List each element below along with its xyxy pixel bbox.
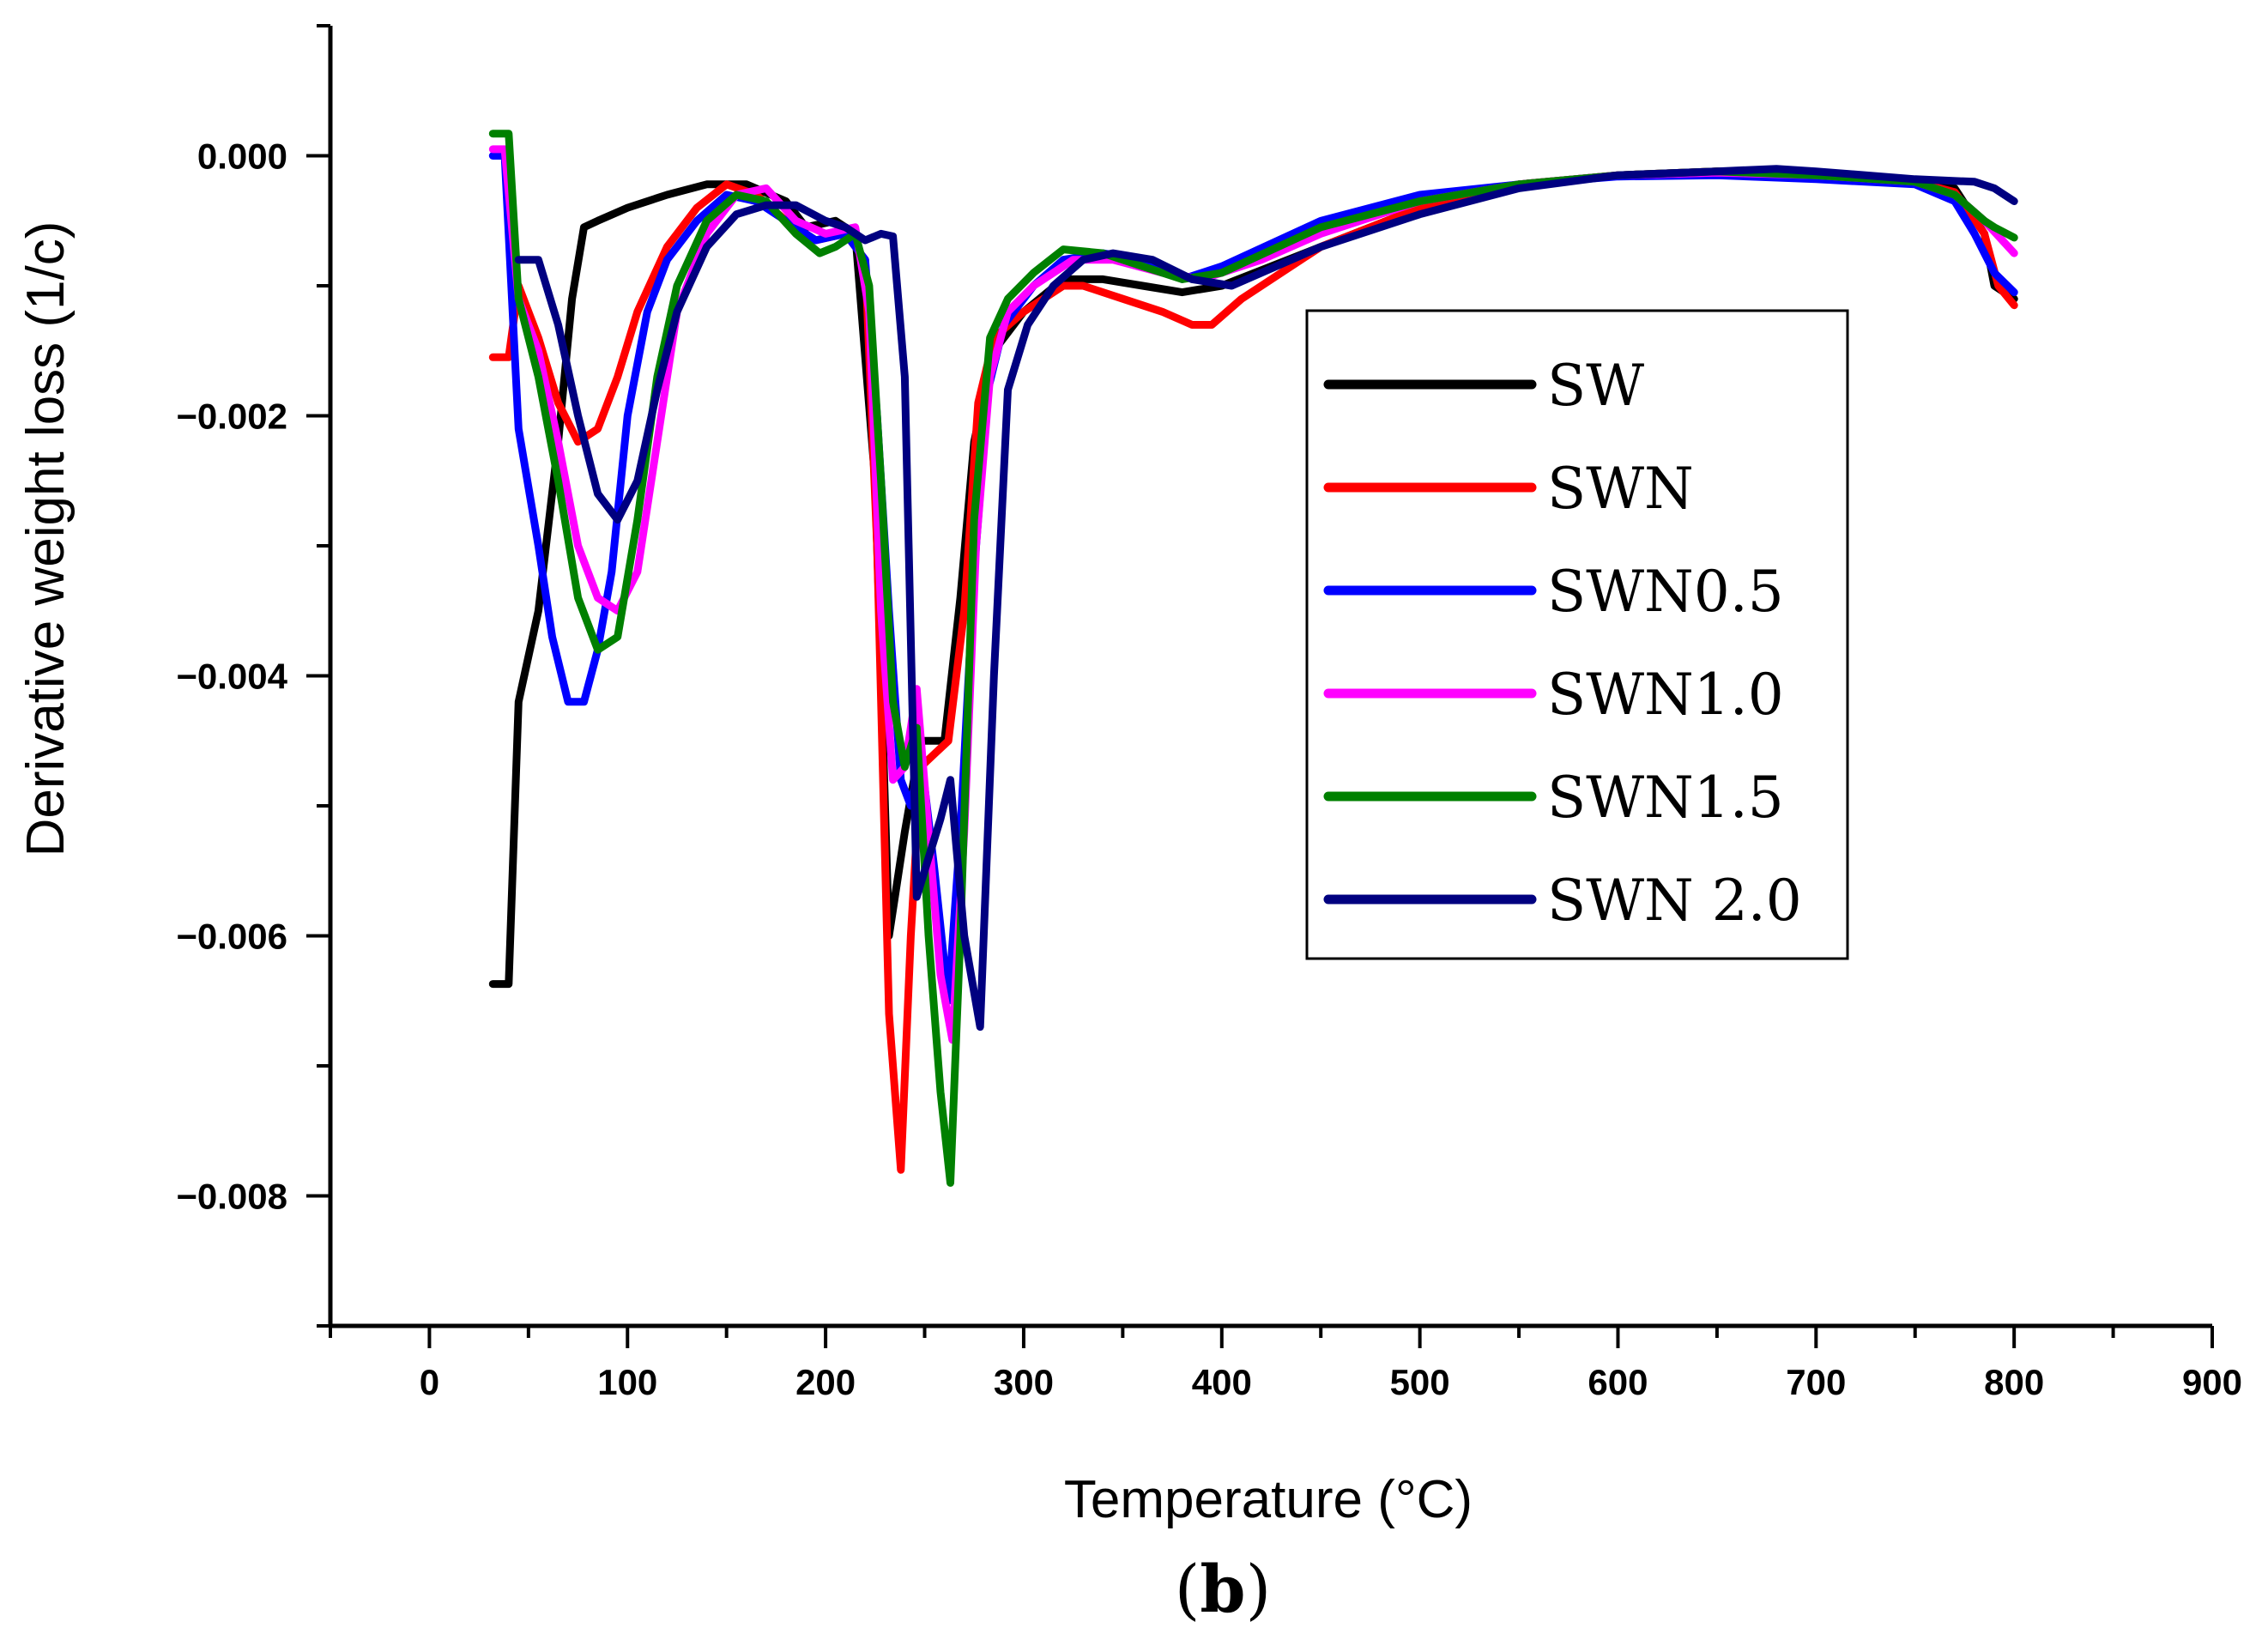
x-tick-label: 600 xyxy=(1588,1362,1648,1402)
y-axis-title: Derivative weight loss (1/c) xyxy=(16,221,76,857)
figure-caption: (b) xyxy=(1175,1551,1271,1627)
x-axis-title: Temperature (°C) xyxy=(1064,1470,1473,1529)
x-tick-label: 200 xyxy=(795,1362,856,1402)
x-tick-label: 700 xyxy=(1786,1362,1846,1402)
x-tick-label: 300 xyxy=(994,1362,1054,1402)
legend: SW SWN SWN0.5 SWN1.0 SWN1.5 SWN 2.0 xyxy=(1305,309,1849,960)
caption-close: ) xyxy=(1246,1551,1272,1627)
legend-label: SWN 2.0 xyxy=(1547,868,1802,934)
x-tick-label: 0 xyxy=(420,1362,439,1402)
plot-series xyxy=(488,130,2018,1187)
x-tick-label: 900 xyxy=(2182,1362,2242,1402)
legend-label: SWN0.5 xyxy=(1547,559,1784,625)
y-tick-label: −0.002 xyxy=(176,396,287,437)
caption-open: ( xyxy=(1175,1551,1201,1627)
y-tick-label: −0.006 xyxy=(176,917,287,957)
y-tick-label: −0.008 xyxy=(176,1177,287,1217)
legend-label: SW xyxy=(1547,353,1644,419)
legend-box xyxy=(1305,309,1849,960)
legend-label: SWN xyxy=(1547,456,1694,522)
x-tick-label: 100 xyxy=(597,1362,657,1402)
y-tick-label: 0.000 xyxy=(197,136,287,177)
legend-label: SWN1.0 xyxy=(1547,662,1784,728)
x-tick-label: 400 xyxy=(1192,1362,1252,1402)
caption-letter: b xyxy=(1200,1551,1245,1627)
x-tick-label: 800 xyxy=(1984,1362,2044,1402)
legend-label: SWN1.5 xyxy=(1547,765,1784,831)
series-line-swn-2.0 xyxy=(514,165,2018,1032)
y-tick-label: −0.004 xyxy=(176,657,287,697)
x-tick-label: 500 xyxy=(1390,1362,1450,1402)
axes: 0 100 200 300 400 500 600 700 800 900 0.000 −0.002 −… xyxy=(176,24,2242,1402)
